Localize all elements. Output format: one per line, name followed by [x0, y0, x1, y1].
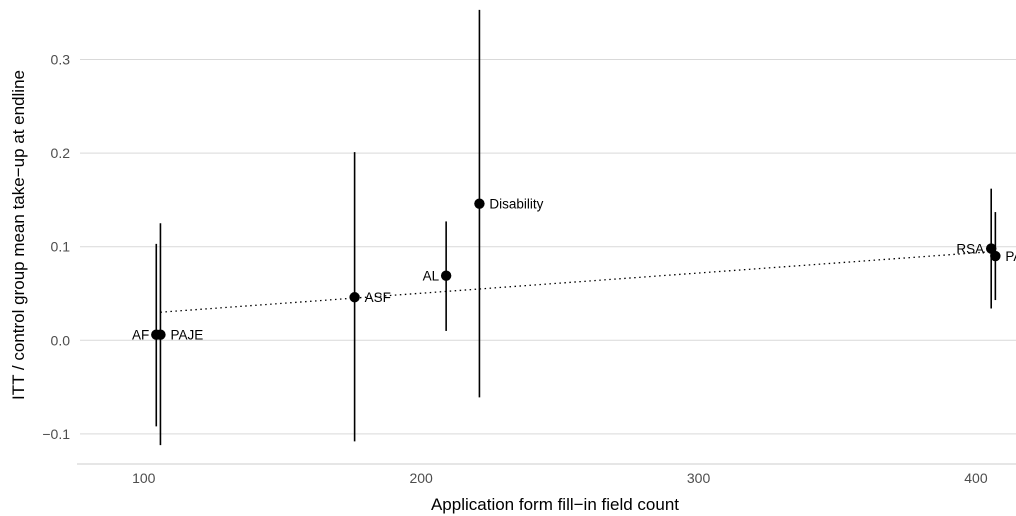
x-tick-label: 200	[409, 470, 433, 486]
y-axis-title: ITT / control group mean take−up at endl…	[9, 70, 28, 400]
point-label: ASF	[365, 290, 391, 305]
data-point	[155, 329, 166, 340]
data-points	[151, 198, 1001, 340]
x-tick-label: 400	[964, 470, 988, 486]
grid-lines	[80, 58, 1016, 435]
point-label: AL	[423, 269, 440, 284]
point-labels: AF PAJE ASF AL Disability RSA PA	[132, 197, 1016, 343]
y-tick-label: 0.3	[51, 51, 71, 67]
x-axis-title: Application form fill−in field count	[431, 495, 679, 514]
point-label: RSA	[956, 242, 984, 257]
y-tick-label: 0.1	[51, 239, 71, 255]
y-tick-label: 0.0	[51, 332, 71, 348]
y-tick-label: −0.1	[42, 426, 70, 442]
y-tick-label: 0.2	[51, 145, 71, 161]
x-tick-labels: 100 200 300 400	[132, 470, 988, 486]
point-label: PAJE	[170, 328, 203, 343]
y-tick-labels: −0.1 0.0 0.1 0.2 0.3	[42, 51, 70, 441]
data-point	[474, 198, 485, 209]
x-tick-label: 100	[132, 470, 156, 486]
data-point	[990, 250, 1001, 262]
x-tick-label: 300	[687, 470, 711, 486]
point-label: Disability	[489, 197, 543, 212]
error-bars	[155, 9, 997, 446]
point-label: AF	[132, 328, 149, 343]
data-point	[349, 292, 360, 303]
trend-layer	[160, 250, 996, 313]
data-point	[440, 270, 452, 281]
trend-line	[160, 250, 996, 313]
point-label: PA	[1005, 249, 1016, 264]
